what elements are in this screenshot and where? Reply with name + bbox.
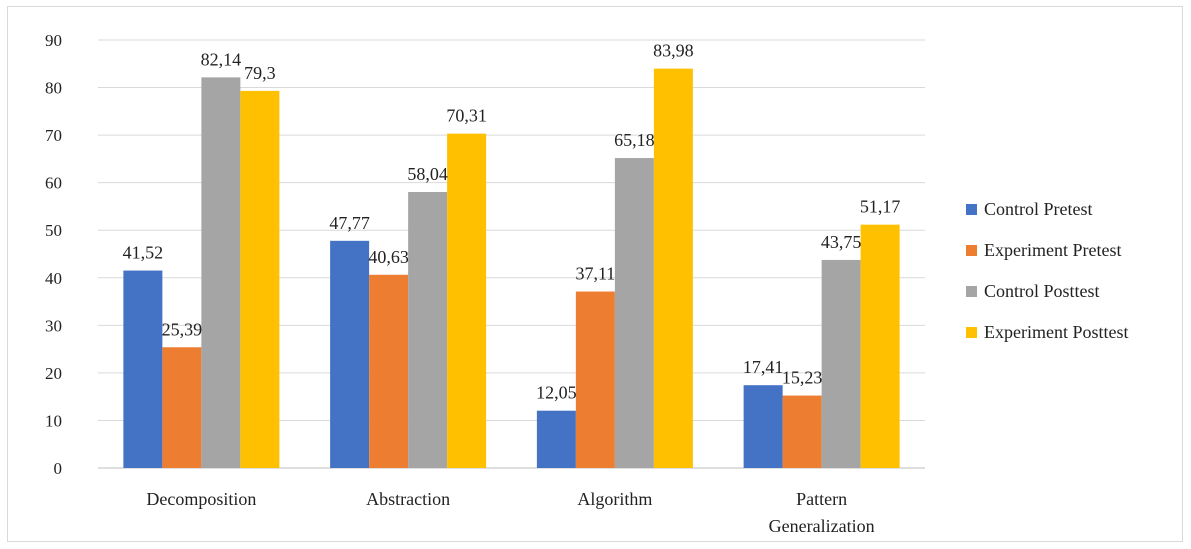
bar [447, 133, 487, 468]
bar [821, 259, 861, 468]
y-tick-label: 90 [45, 31, 62, 50]
data-label: 58,04 [407, 164, 448, 184]
category-label: Algorithm [577, 489, 652, 509]
data-label: 79,3 [244, 63, 276, 83]
y-axis: 0 10 20 30 40 50 60 70 80 90 [45, 31, 62, 478]
bar [369, 274, 409, 468]
data-label: 37,11 [575, 264, 615, 284]
category-label: Abstraction [366, 489, 450, 509]
y-tick-label: 70 [45, 126, 62, 145]
bar [201, 77, 241, 469]
legend-label: Control Pretest [984, 199, 1093, 219]
y-tick-label: 40 [45, 269, 62, 288]
bars [123, 68, 900, 469]
y-tick-label: 30 [45, 316, 62, 335]
data-label: 43,75 [821, 232, 862, 252]
category-label: Decomposition [146, 489, 256, 509]
legend-swatch [966, 204, 977, 215]
data-label: 70,31 [446, 106, 487, 126]
legend-swatch [966, 245, 977, 256]
bar [653, 68, 693, 468]
bar [240, 90, 280, 468]
data-label: 12,05 [536, 383, 577, 403]
data-label: 40,63 [368, 247, 409, 267]
y-tick-label: 10 [45, 411, 62, 430]
legend: Control Pretest Experiment Pretest Control… [966, 199, 1128, 342]
bar [536, 410, 576, 468]
data-label: 65,18 [614, 130, 655, 150]
legend-label: Control Posttest [984, 281, 1100, 301]
legend-swatch [966, 286, 977, 297]
bar [575, 291, 615, 468]
y-tick-label: 60 [45, 174, 62, 193]
bar [123, 270, 163, 468]
legend-swatch [966, 327, 977, 338]
data-label: 25,39 [162, 319, 203, 339]
data-label: 82,14 [201, 49, 242, 69]
y-tick-label: 0 [54, 459, 63, 478]
data-label: 51,17 [860, 197, 901, 217]
bar [782, 395, 822, 468]
bar [614, 158, 654, 468]
bar [743, 385, 783, 468]
data-label: 15,23 [782, 368, 823, 388]
x-axis: Decomposition Abstraction Algorithm Pattern… [146, 489, 874, 536]
data-label: 47,77 [329, 213, 370, 233]
y-tick-label: 20 [45, 364, 62, 383]
y-tick-label: 80 [45, 79, 62, 98]
category-label: Generalization [769, 516, 875, 536]
data-label: 17,41 [743, 357, 784, 377]
legend-label: Experiment Pretest [984, 240, 1121, 260]
bar [330, 240, 370, 468]
data-label: 41,52 [123, 243, 164, 263]
legend-label: Experiment Posttest [984, 322, 1128, 342]
y-tick-label: 50 [45, 221, 62, 240]
data-label: 83,98 [653, 41, 694, 61]
bar [408, 191, 448, 468]
category-label: Pattern [796, 489, 847, 509]
bar [860, 224, 900, 468]
bar [162, 347, 202, 468]
